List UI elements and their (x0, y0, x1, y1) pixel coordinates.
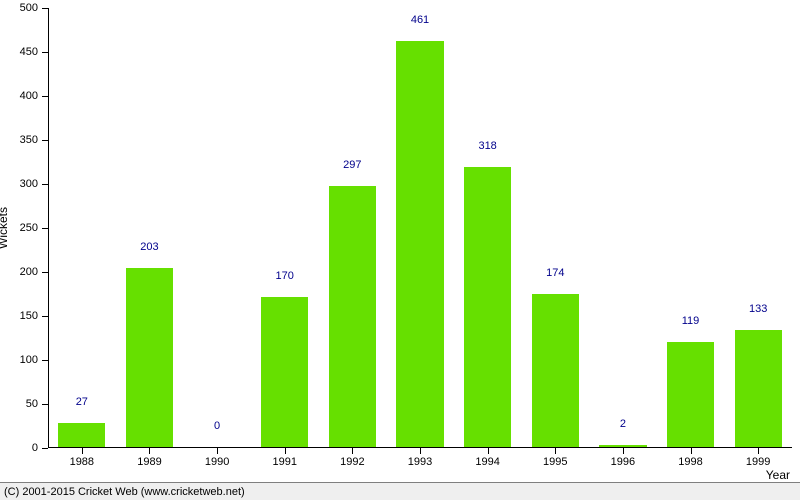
bar-value-label: 318 (478, 140, 496, 152)
x-tick (420, 448, 421, 454)
chart-container: 0 50 100 150 200 250 300 350 400 450 500 1988 27 1989… (0, 0, 800, 500)
x-tick (758, 448, 759, 454)
y-tick-label: 50 (26, 398, 38, 410)
bar (532, 294, 579, 447)
x-tick (623, 448, 624, 454)
y-tick-label: 300 (20, 178, 38, 190)
x-tick-label: 1988 (70, 456, 94, 468)
y-tick-label: 500 (20, 2, 38, 14)
x-tick-label: 1998 (678, 456, 702, 468)
y-tick (42, 228, 48, 229)
bar-value-label: 2 (620, 418, 626, 430)
bar-value-label: 203 (140, 241, 158, 253)
copyright-text: (C) 2001-2015 Cricket Web (www.cricketwe… (4, 486, 245, 498)
bar (667, 342, 714, 447)
y-tick-label: 0 (32, 442, 38, 454)
y-tick-label: 150 (20, 310, 38, 322)
x-tick (352, 448, 353, 454)
plot-area: 0501001502002503003504004505001988271989… (48, 8, 792, 448)
y-tick (42, 272, 48, 273)
x-tick-label: 1990 (205, 456, 229, 468)
bar (58, 423, 105, 447)
x-tick-label: 1995 (543, 456, 567, 468)
bar-value-label: 174 (546, 267, 564, 279)
x-tick-label: 1994 (475, 456, 499, 468)
x-tick-label: 1991 (272, 456, 296, 468)
bar (126, 268, 173, 447)
y-tick (42, 360, 48, 361)
x-tick (82, 448, 83, 454)
bar (329, 186, 376, 447)
x-tick-label: 1993 (408, 456, 432, 468)
y-tick (42, 316, 48, 317)
bar-value-label: 461 (411, 14, 429, 26)
y-axis-line (48, 8, 49, 448)
y-tick (42, 8, 48, 9)
bar-value-label: 119 (682, 315, 700, 327)
y-tick-label: 250 (20, 222, 38, 234)
x-tick (217, 448, 218, 454)
bar-value-label: 27 (76, 396, 88, 408)
y-tick-label: 450 (20, 46, 38, 58)
x-tick-label: 1989 (137, 456, 161, 468)
copyright-footer: (C) 2001-2015 Cricket Web (www.cricketwe… (0, 482, 800, 500)
x-tick-label: 1999 (746, 456, 770, 468)
bar-value-label: 170 (276, 270, 294, 282)
y-tick-label: 200 (20, 266, 38, 278)
bar-value-label: 0 (214, 420, 220, 432)
y-tick (42, 52, 48, 53)
y-axis-label: Wickets (0, 207, 10, 249)
y-tick (42, 96, 48, 97)
x-tick-label: 1992 (340, 456, 364, 468)
x-tick (149, 448, 150, 454)
bar (396, 41, 443, 447)
bar (261, 297, 308, 447)
x-tick (555, 448, 556, 454)
x-tick (285, 448, 286, 454)
y-tick (42, 184, 48, 185)
bar (599, 445, 646, 447)
x-tick-label: 1996 (611, 456, 635, 468)
bar (735, 330, 782, 447)
y-tick (42, 448, 48, 449)
bar-value-label: 297 (343, 159, 361, 171)
bar-value-label: 133 (749, 303, 767, 315)
x-tick (691, 448, 692, 454)
x-tick (488, 448, 489, 454)
y-tick-label: 350 (20, 134, 38, 146)
x-axis-label: Year (766, 468, 790, 482)
bar (464, 167, 511, 447)
y-tick (42, 140, 48, 141)
y-tick-label: 400 (20, 90, 38, 102)
y-tick-label: 100 (20, 354, 38, 366)
y-tick (42, 404, 48, 405)
